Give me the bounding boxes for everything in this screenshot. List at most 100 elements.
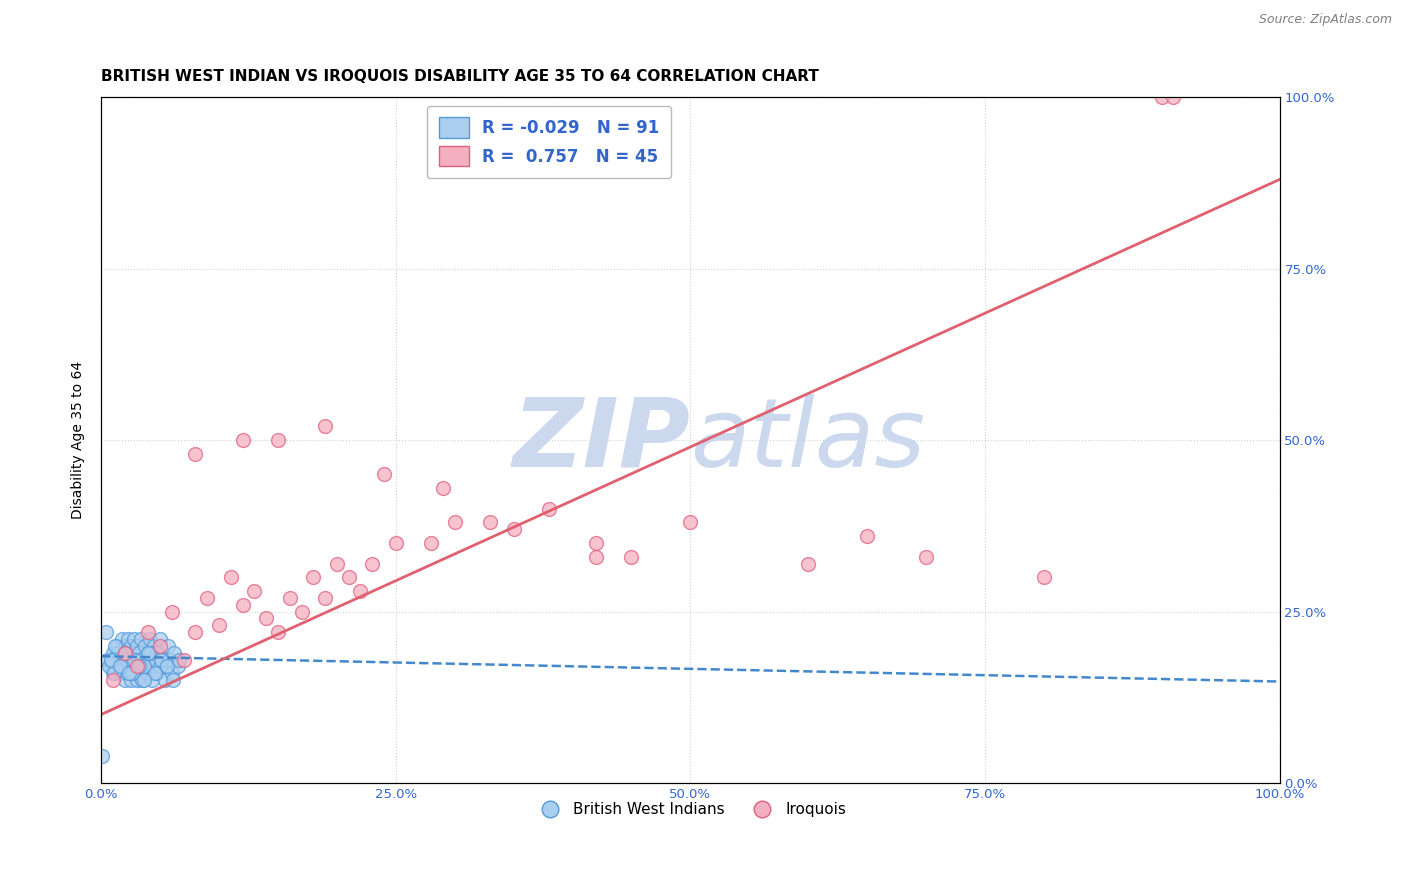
Point bbox=[314, 591, 336, 605]
Point bbox=[132, 659, 155, 673]
Point bbox=[125, 659, 148, 673]
Point bbox=[145, 666, 167, 681]
Point bbox=[142, 659, 165, 673]
Point bbox=[141, 673, 163, 688]
Point bbox=[620, 549, 643, 564]
Point bbox=[278, 591, 301, 605]
Point bbox=[162, 673, 184, 688]
Text: ZIP: ZIP bbox=[513, 393, 690, 487]
Point bbox=[156, 659, 179, 673]
Point bbox=[243, 584, 266, 599]
Point bbox=[104, 639, 127, 653]
Point bbox=[1150, 90, 1173, 104]
Point bbox=[103, 666, 125, 681]
Point bbox=[96, 652, 118, 666]
Point bbox=[131, 673, 153, 688]
Point bbox=[267, 433, 290, 447]
Point bbox=[432, 481, 454, 495]
Point bbox=[219, 570, 242, 584]
Y-axis label: Disability Age 35 to 64: Disability Age 35 to 64 bbox=[72, 361, 86, 519]
Point bbox=[100, 659, 122, 673]
Point bbox=[167, 652, 190, 666]
Point bbox=[128, 659, 150, 673]
Point bbox=[122, 666, 145, 681]
Point bbox=[132, 673, 155, 688]
Point bbox=[138, 659, 160, 673]
Point bbox=[302, 570, 325, 584]
Point bbox=[122, 659, 145, 673]
Point bbox=[125, 639, 148, 653]
Point bbox=[537, 501, 560, 516]
Point bbox=[112, 659, 135, 673]
Point bbox=[127, 652, 149, 666]
Text: BRITISH WEST INDIAN VS IROQUOIS DISABILITY AGE 35 TO 64 CORRELATION CHART: BRITISH WEST INDIAN VS IROQUOIS DISABILI… bbox=[101, 69, 820, 84]
Point bbox=[122, 652, 145, 666]
Point bbox=[679, 516, 702, 530]
Point bbox=[585, 536, 607, 550]
Point bbox=[143, 639, 166, 653]
Point bbox=[149, 659, 172, 673]
Point bbox=[110, 659, 132, 673]
Point bbox=[121, 666, 143, 681]
Point bbox=[145, 666, 167, 681]
Point bbox=[118, 646, 141, 660]
Point bbox=[502, 522, 524, 536]
Point bbox=[385, 536, 408, 550]
Point bbox=[149, 632, 172, 646]
Point bbox=[114, 646, 136, 660]
Point bbox=[797, 557, 820, 571]
Point bbox=[208, 618, 231, 632]
Point bbox=[166, 659, 188, 673]
Point bbox=[108, 666, 131, 681]
Point bbox=[101, 673, 124, 688]
Point bbox=[479, 516, 502, 530]
Point bbox=[155, 659, 177, 673]
Point bbox=[139, 652, 162, 666]
Point bbox=[160, 605, 183, 619]
Point bbox=[114, 673, 136, 688]
Point bbox=[138, 625, 160, 640]
Point bbox=[108, 659, 131, 673]
Point bbox=[111, 652, 134, 666]
Point bbox=[118, 659, 141, 673]
Point bbox=[115, 652, 138, 666]
Point bbox=[153, 673, 176, 688]
Point bbox=[107, 646, 129, 660]
Point bbox=[135, 652, 157, 666]
Point bbox=[145, 652, 167, 666]
Point bbox=[117, 652, 139, 666]
Point bbox=[337, 570, 360, 584]
Point bbox=[114, 652, 136, 666]
Point bbox=[132, 659, 155, 673]
Legend: British West Indians, Iroquois: British West Indians, Iroquois bbox=[529, 797, 852, 823]
Point bbox=[267, 625, 290, 640]
Point bbox=[585, 549, 607, 564]
Point bbox=[136, 666, 159, 681]
Point bbox=[127, 652, 149, 666]
Point bbox=[114, 646, 136, 660]
Point bbox=[104, 652, 127, 666]
Text: Source: ZipAtlas.com: Source: ZipAtlas.com bbox=[1258, 13, 1392, 27]
Point bbox=[101, 652, 124, 666]
Point bbox=[184, 625, 207, 640]
Point bbox=[94, 625, 117, 640]
Point bbox=[115, 666, 138, 681]
Point bbox=[326, 557, 349, 571]
Point bbox=[120, 673, 142, 688]
Point bbox=[420, 536, 443, 550]
Text: atlas: atlas bbox=[690, 393, 925, 487]
Point bbox=[138, 646, 160, 660]
Point bbox=[134, 639, 156, 653]
Point bbox=[856, 529, 879, 543]
Point bbox=[138, 646, 160, 660]
Point bbox=[129, 659, 152, 673]
Point bbox=[159, 652, 181, 666]
Point bbox=[138, 632, 160, 646]
Point bbox=[120, 659, 142, 673]
Point bbox=[1163, 90, 1185, 104]
Point bbox=[118, 666, 141, 681]
Point bbox=[915, 549, 938, 564]
Point bbox=[138, 646, 160, 660]
Point bbox=[195, 591, 218, 605]
Point bbox=[121, 652, 143, 666]
